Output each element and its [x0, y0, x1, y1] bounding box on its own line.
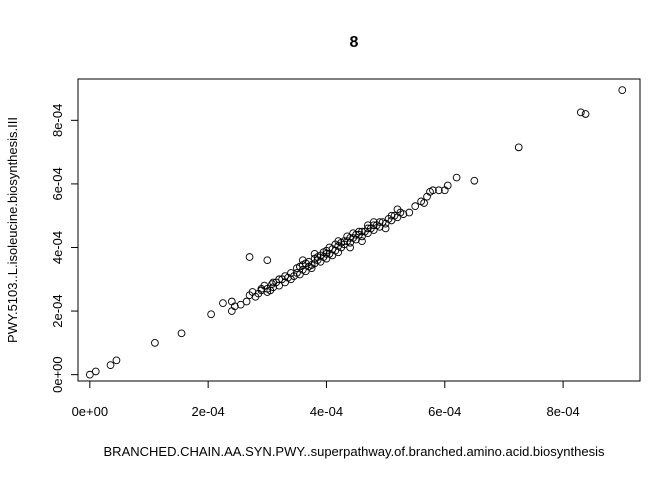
data-point: [268, 280, 276, 288]
data-point: [358, 227, 366, 236]
chart-title: 8: [350, 34, 359, 51]
y-axis-label: PWY.5103..L.isoleucine.biosynthesis.III: [5, 117, 20, 343]
data-point: [618, 86, 627, 94]
data-point: [369, 218, 378, 226]
data-point: [106, 361, 115, 369]
data-point: [346, 243, 354, 252]
data-point: [514, 143, 523, 152]
data-point: [334, 237, 343, 245]
data-point: [393, 205, 402, 214]
data-point: [349, 229, 357, 238]
y-tick-label: 2e-04: [50, 294, 65, 327]
data-point: [307, 261, 316, 269]
data-point: [581, 110, 590, 118]
data-point: [325, 243, 334, 252]
data-point: [343, 232, 352, 241]
x-tick-label: 0e+00: [72, 404, 109, 419]
y-axis: 0e+00 2e-04 4e-04 6e-04 8e-04: [50, 104, 79, 393]
data-point: [420, 199, 428, 207]
x-tick-label: 2e-04: [192, 404, 225, 419]
data-point: [429, 186, 437, 195]
x-tick-label: 4e-04: [310, 404, 343, 419]
data-point: [405, 208, 414, 217]
data-point: [443, 181, 452, 190]
data-point: [358, 237, 366, 245]
data-point: [257, 284, 266, 293]
data-point: [435, 186, 443, 195]
data-point: [85, 370, 94, 379]
data-point: [112, 356, 121, 365]
data-point: [151, 339, 159, 347]
y-tick-label: 4e-04: [50, 231, 65, 264]
data-point: [242, 297, 251, 306]
data-point: [245, 253, 254, 261]
data-point: [275, 275, 283, 284]
data-point: [219, 299, 227, 307]
data-point: [399, 210, 408, 218]
data-point: [263, 288, 272, 296]
y-tick-label: 6e-04: [50, 167, 65, 200]
data-point: [452, 173, 461, 182]
data-point: [411, 202, 420, 211]
x-axis-label: BRANCHED.CHAIN.AA.SYN.PWY..superpathway.…: [104, 444, 605, 459]
data-point: [364, 224, 372, 233]
data-point: [322, 249, 331, 258]
x-tick-label: 8e-04: [546, 404, 579, 419]
data-point: [207, 310, 215, 319]
data-point: [355, 227, 363, 236]
y-tick-label: 8e-04: [50, 104, 65, 137]
data-point: [298, 256, 307, 265]
data-point: [227, 297, 236, 306]
data-point: [295, 262, 304, 271]
data-point: [287, 269, 295, 277]
data-points: [85, 86, 627, 379]
data-point: [263, 256, 272, 265]
x-axis: 0e+00 2e-04 4e-04 6e-04 8e-04: [72, 380, 580, 419]
data-point: [364, 221, 372, 230]
data-point: [310, 249, 319, 258]
data-point: [177, 329, 186, 338]
data-point: [269, 278, 278, 287]
data-point: [470, 176, 479, 185]
data-point: [576, 108, 585, 117]
data-point: [281, 272, 289, 280]
data-point: [381, 224, 390, 233]
data-point: [91, 367, 100, 376]
data-point: [236, 300, 245, 309]
x-tick-label: 6e-04: [428, 404, 461, 419]
data-point: [387, 211, 396, 220]
data-point: [375, 218, 384, 226]
data-point: [369, 221, 378, 230]
y-tick-label: 0e+00: [50, 356, 65, 393]
